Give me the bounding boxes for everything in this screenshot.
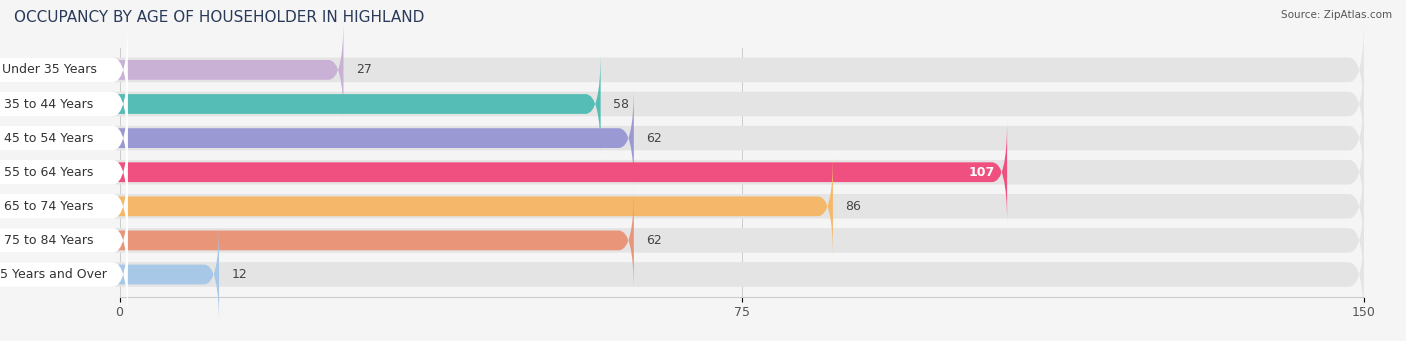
FancyBboxPatch shape [0, 191, 1364, 290]
FancyBboxPatch shape [0, 157, 128, 255]
FancyBboxPatch shape [0, 89, 1364, 187]
FancyBboxPatch shape [0, 21, 1364, 119]
FancyBboxPatch shape [0, 123, 128, 221]
Text: 85 Years and Over: 85 Years and Over [0, 268, 107, 281]
Text: 65 to 74 Years: 65 to 74 Years [4, 200, 94, 213]
Text: 75 to 84 Years: 75 to 84 Years [4, 234, 94, 247]
FancyBboxPatch shape [0, 225, 1364, 324]
Text: 86: 86 [845, 200, 862, 213]
Text: 62: 62 [647, 234, 662, 247]
Text: 35 to 44 Years: 35 to 44 Years [4, 98, 94, 110]
Text: 62: 62 [647, 132, 662, 145]
Text: 27: 27 [356, 63, 371, 76]
FancyBboxPatch shape [0, 89, 128, 187]
Text: Under 35 Years: Under 35 Years [1, 63, 97, 76]
Text: 58: 58 [613, 98, 628, 110]
FancyBboxPatch shape [0, 21, 128, 119]
FancyBboxPatch shape [0, 55, 1364, 153]
FancyBboxPatch shape [0, 18, 343, 121]
FancyBboxPatch shape [0, 225, 128, 324]
FancyBboxPatch shape [0, 189, 634, 292]
FancyBboxPatch shape [0, 223, 219, 326]
FancyBboxPatch shape [0, 191, 128, 290]
Text: Source: ZipAtlas.com: Source: ZipAtlas.com [1281, 10, 1392, 20]
Text: 45 to 54 Years: 45 to 54 Years [4, 132, 94, 145]
FancyBboxPatch shape [0, 157, 1364, 255]
FancyBboxPatch shape [0, 55, 128, 153]
FancyBboxPatch shape [0, 155, 832, 258]
FancyBboxPatch shape [0, 87, 634, 190]
Text: 107: 107 [969, 166, 994, 179]
Text: 12: 12 [232, 268, 247, 281]
FancyBboxPatch shape [0, 53, 600, 155]
FancyBboxPatch shape [0, 121, 1007, 224]
FancyBboxPatch shape [0, 123, 1364, 221]
Text: OCCUPANCY BY AGE OF HOUSEHOLDER IN HIGHLAND: OCCUPANCY BY AGE OF HOUSEHOLDER IN HIGHL… [14, 10, 425, 25]
Text: 55 to 64 Years: 55 to 64 Years [4, 166, 94, 179]
